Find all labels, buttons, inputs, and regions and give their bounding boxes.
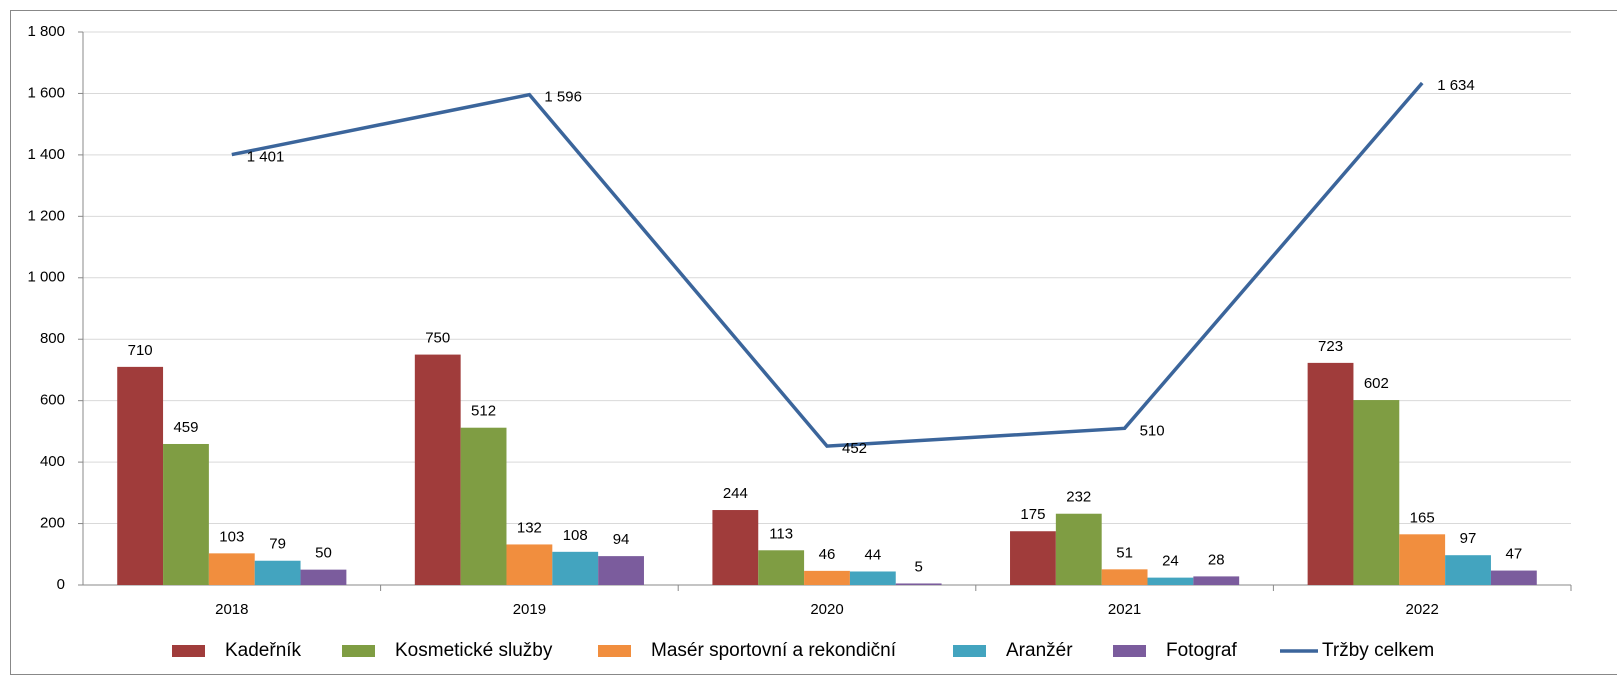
line-data-label: 1 401 [247, 149, 285, 166]
y-tick-label: 400 [40, 453, 65, 470]
legend-label: Aranžér [1006, 640, 1073, 661]
bar [460, 427, 507, 585]
bar [804, 570, 850, 585]
bar [1490, 570, 1537, 585]
line-data-label: 1 596 [544, 89, 582, 106]
bar [414, 354, 461, 585]
y-tick-label: 1 200 [27, 207, 65, 224]
bar [552, 551, 599, 585]
bar [1307, 362, 1354, 585]
data-label: 50 [315, 545, 332, 562]
line-data-label: 1 634 [1437, 77, 1475, 94]
data-label: 28 [1208, 551, 1225, 568]
bar [1353, 400, 1400, 585]
line-data-label: 510 [1140, 422, 1165, 439]
bar [849, 571, 896, 585]
x-tick-label: 2021 [1108, 601, 1141, 618]
bar [712, 510, 759, 585]
bar [117, 366, 164, 585]
bar [1193, 576, 1240, 585]
data-label: 750 [425, 330, 450, 347]
data-label: 24 [1162, 553, 1179, 570]
y-tick-label: 1 400 [27, 146, 65, 163]
data-label: 244 [723, 485, 748, 502]
legend-swatch [598, 645, 631, 657]
bar [598, 556, 644, 585]
data-label: 79 [269, 536, 286, 553]
legend-label: Kadeřník [225, 640, 302, 661]
bar [1445, 555, 1491, 585]
legend-swatch [342, 645, 375, 657]
legend-label: Fotograf [1166, 640, 1237, 661]
bar [758, 550, 805, 585]
bar [506, 544, 553, 585]
y-tick-label: 1 000 [27, 269, 65, 286]
bar [1010, 531, 1056, 585]
bar [1147, 577, 1194, 585]
legend-label: Tržby celkem [1322, 640, 1434, 661]
y-tick-label: 200 [40, 515, 65, 532]
line [231, 81, 1424, 448]
bar [1101, 569, 1148, 585]
data-label: 710 [128, 342, 153, 359]
line-data-label: 452 [842, 440, 867, 457]
legend-swatch [1113, 645, 1146, 657]
data-label: 51 [1116, 544, 1133, 561]
bar [254, 560, 301, 585]
data-label: 723 [1318, 338, 1343, 355]
data-label: 108 [563, 527, 588, 544]
data-label: 175 [1020, 506, 1045, 523]
data-label: 132 [517, 519, 542, 536]
y-tick-label: 1 600 [27, 84, 65, 101]
data-label: 97 [1460, 530, 1477, 547]
chart-frame [10, 10, 1617, 675]
x-tick-label: 2019 [513, 601, 546, 618]
legend-swatch [172, 645, 205, 657]
data-label: 5 [914, 558, 922, 575]
bar [208, 553, 255, 585]
data-label: 113 [769, 525, 793, 542]
legend-label: Kosmetické služby [395, 640, 553, 661]
x-tick-label: 2022 [1406, 601, 1439, 618]
y-tick-label: 600 [40, 392, 65, 409]
legend-label: Masér sportovní a rekondiční [651, 640, 897, 661]
y-tick-label: 0 [57, 576, 65, 593]
bar [1399, 534, 1446, 585]
y-tick-label: 1 800 [27, 23, 65, 40]
data-label: 46 [819, 546, 836, 563]
bar [1055, 513, 1102, 585]
legend-swatch [953, 645, 986, 657]
data-label: 103 [219, 528, 244, 545]
data-label: 232 [1066, 489, 1091, 506]
bar [163, 443, 209, 585]
data-label: 94 [613, 531, 630, 548]
data-label: 47 [1506, 546, 1523, 563]
data-label: 165 [1410, 509, 1435, 526]
data-label: 459 [173, 419, 198, 436]
data-label: 44 [864, 546, 881, 563]
x-tick-label: 2018 [215, 601, 248, 618]
data-label: 512 [471, 403, 496, 420]
data-label: 602 [1364, 375, 1389, 392]
bar [895, 583, 942, 585]
x-tick-label: 2020 [810, 601, 843, 618]
y-tick-label: 800 [40, 330, 65, 347]
bar [300, 569, 347, 585]
